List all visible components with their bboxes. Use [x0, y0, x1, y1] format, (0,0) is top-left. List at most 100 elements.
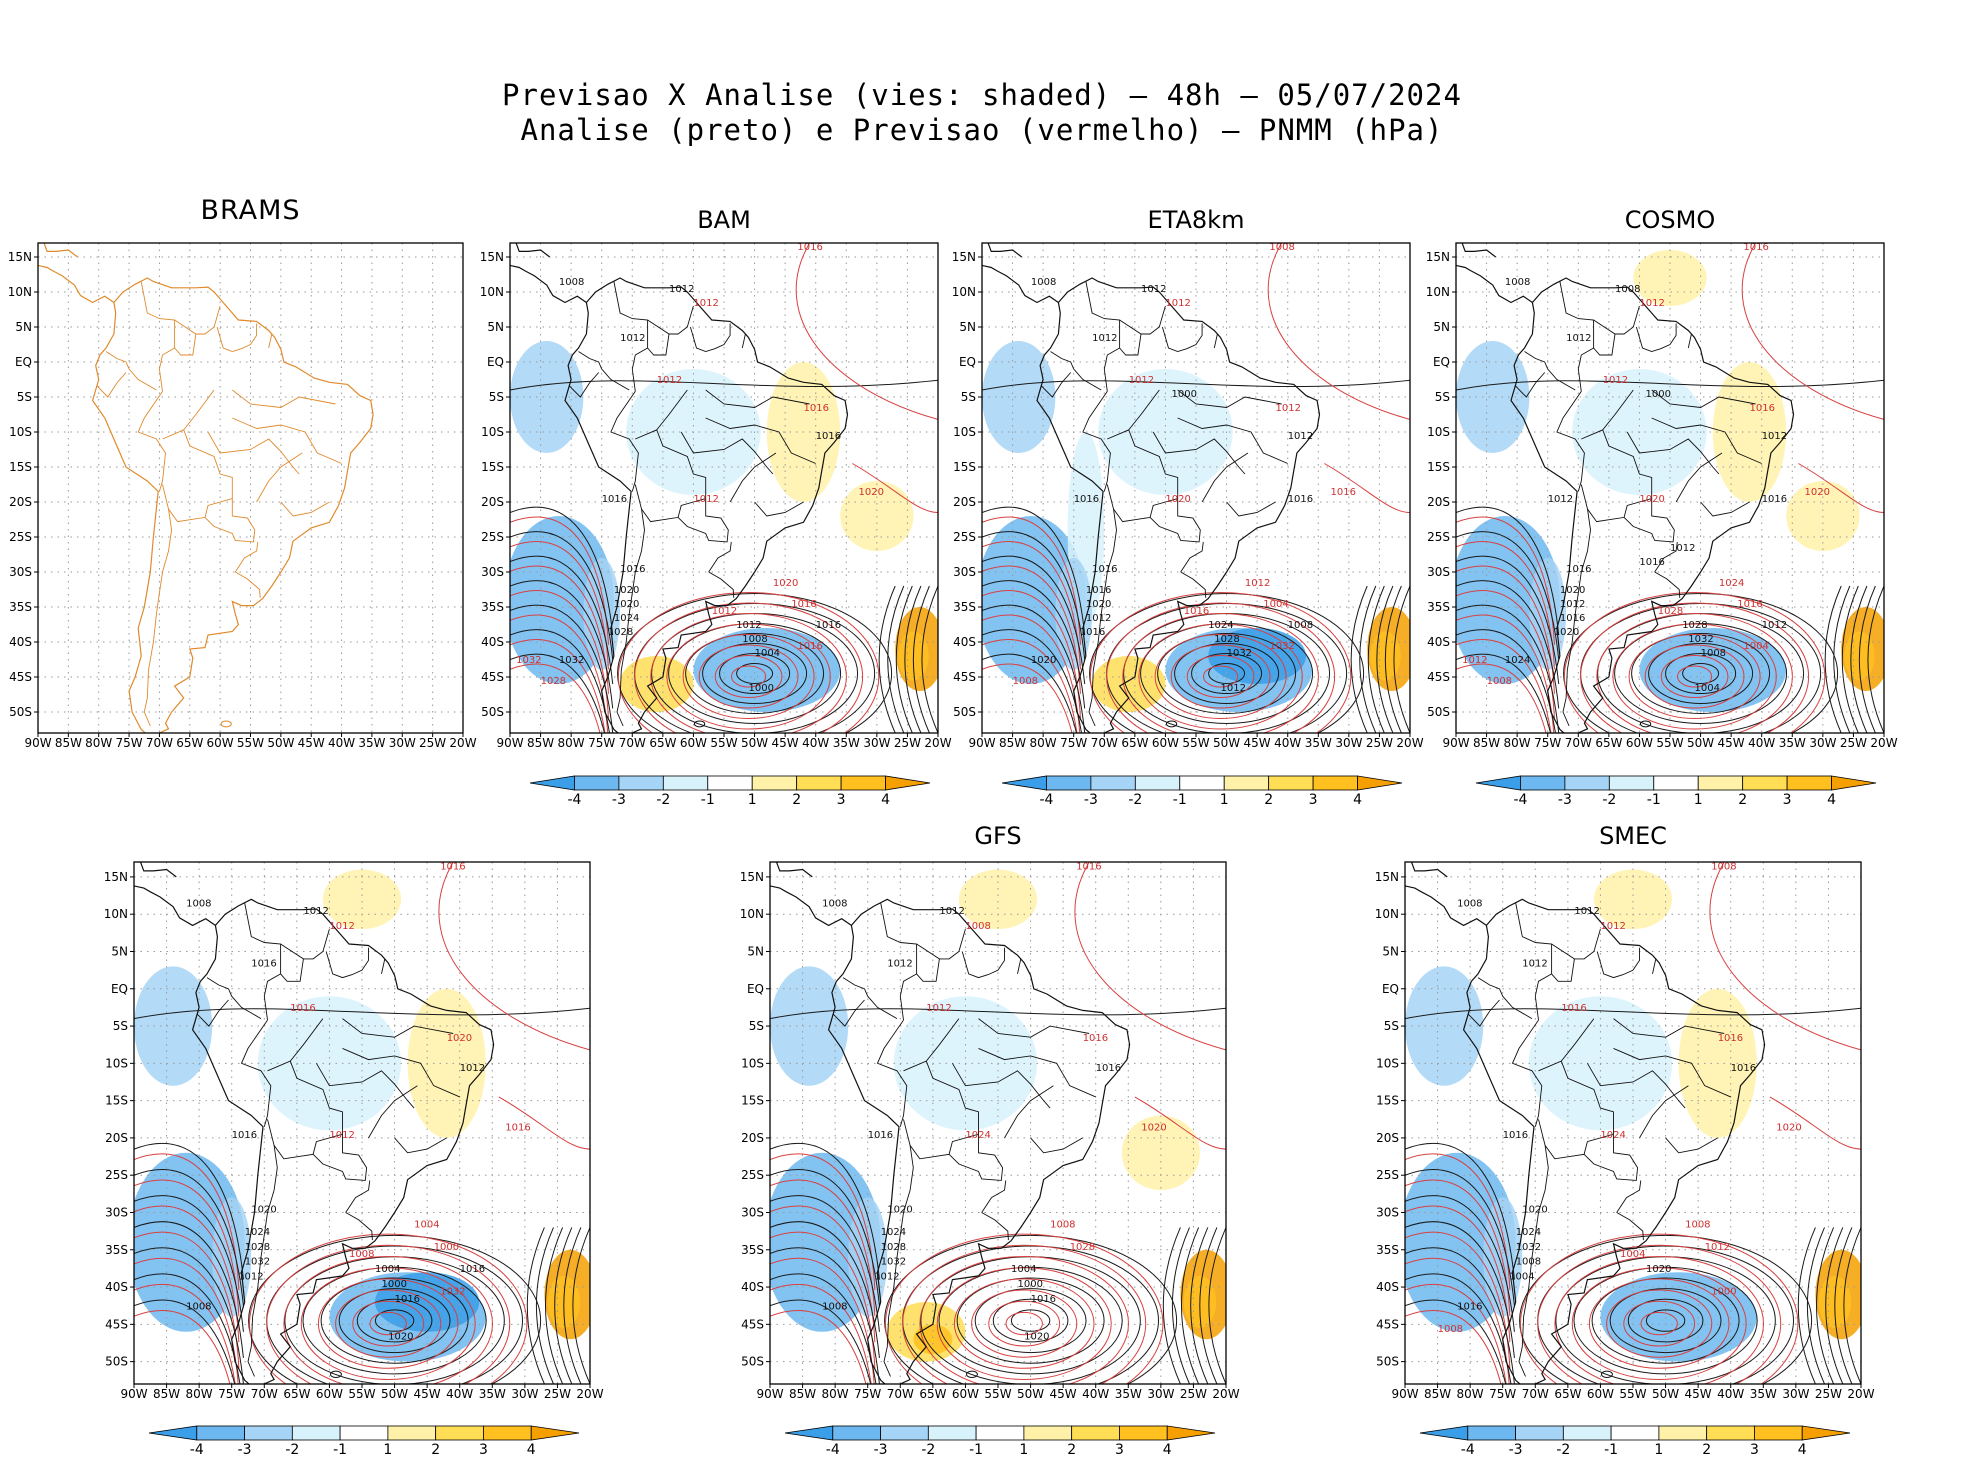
lon-tick-label: 45W — [772, 736, 799, 750]
colorbar-segment — [1179, 775, 1225, 791]
colorbar-segment — [975, 1425, 1025, 1441]
lon-tick-label: 70W — [1522, 1387, 1549, 1401]
lon-tick-label: 80W — [186, 1387, 213, 1401]
lon-tick-label: 20W — [1396, 736, 1423, 750]
isobar-label-analysis: 1016 — [816, 620, 841, 631]
colorbar-segment — [1475, 775, 1521, 791]
isobar-label-forecast: 1004 — [414, 1219, 439, 1230]
isobar-label-analysis: 1020 — [1646, 1264, 1671, 1275]
isobar-label-analysis: 1008 — [1615, 284, 1640, 295]
lon-tick-label: 30W — [1147, 1387, 1174, 1401]
panel-title: BRAMS — [200, 195, 301, 226]
colorbar-label: 2 — [1702, 1442, 1711, 1458]
colorbar-segment — [832, 1425, 881, 1441]
lon-tick-label: 20W — [924, 736, 951, 750]
lon-tick-label: 35W — [1779, 736, 1806, 750]
lat-tick-label: 10S — [953, 425, 976, 439]
isobar-label-forecast: 1012 — [329, 921, 354, 932]
isobar-label-analysis: 1016 — [1731, 1063, 1756, 1074]
bias-shading — [620, 656, 694, 712]
lon-tick-label: 40W — [1082, 1387, 1109, 1401]
isobar-label-forecast: 1012 — [1245, 578, 1270, 589]
lon-tick-label: 75W — [1489, 1387, 1516, 1401]
colorbar-segment — [618, 775, 664, 791]
isobar-label-analysis: 1028 — [881, 1242, 906, 1253]
lat-tick-label: 10N — [104, 907, 128, 921]
lon-tick-label: 40W — [1717, 1387, 1744, 1401]
colorbar-segment — [1023, 1425, 1073, 1441]
lat-tick-label: 20S — [1376, 1131, 1399, 1145]
isobar-label-analysis: 1016 — [1560, 613, 1585, 624]
lon-tick-label: 55W — [710, 736, 737, 750]
colorbar-label: -1 — [1173, 792, 1187, 808]
isobar-label-analysis: 1016 — [232, 1130, 257, 1141]
lon-tick-label: 80W — [1457, 1387, 1484, 1401]
lat-tick-label: 10N — [740, 907, 764, 921]
lon-tick-label: 25W — [1840, 736, 1867, 750]
lon-tick-label: 45W — [1685, 1387, 1712, 1401]
colorbar-label: 3 — [1309, 792, 1318, 808]
colorbar: -4 -3 -2 -1 1 2 3 4 — [529, 775, 931, 808]
colorbar-segment — [1223, 775, 1270, 791]
lat-tick-label: 30S — [1376, 1206, 1399, 1220]
isobar-label-analysis: 1008 — [186, 1301, 211, 1312]
panel-eta8km: 1008 1012 1012 1012 1016 1016 1016 1020 1012 1016… — [952, 206, 1424, 808]
lon-tick-label: 25W — [544, 1387, 571, 1401]
map-brams: 90W 85W 80W 75W 70W 65W 60W 55W 50W 45W 40W 35W 30W 2… — [8, 242, 477, 750]
lon-tick-label: 60W — [952, 1387, 979, 1401]
colorbar-segment — [1357, 775, 1403, 791]
isobar-label-analysis: 1012 — [1548, 494, 1573, 505]
panel-bottom-left: 1008 1012 1016 1012 1016 1020 1024 1028 1032 1012… — [104, 861, 604, 1458]
colorbar-label: -1 — [1604, 1442, 1618, 1458]
south-america-coastline — [564, 277, 849, 733]
lat-tick-label: 40S — [105, 1280, 128, 1294]
map-bam: 1008101210121016101610161020102010241028… — [480, 242, 952, 750]
colorbar-segment — [1697, 775, 1744, 791]
isobar-label-analysis: 1020 — [1086, 599, 1111, 610]
lat-tick-label: 5N — [1433, 320, 1450, 334]
lon-tick-label: 85W — [1473, 736, 1500, 750]
colorbar-segment — [707, 775, 753, 791]
lon-tick-label: 45W — [1718, 736, 1745, 750]
lon-tick-label: 30W — [511, 1387, 538, 1401]
colorbar-label: -4 — [826, 1442, 840, 1458]
isobar-label-forecast: 1004 — [1263, 599, 1288, 610]
colorbar-label: 2 — [792, 792, 801, 808]
colorbar-segment — [1134, 775, 1181, 791]
isobar-label-forecast: 1016 — [804, 403, 829, 414]
lon-tick-label: 85W — [1424, 1387, 1451, 1401]
isobar-label-analysis: 1016 — [1096, 1063, 1121, 1074]
isobar-label-analysis: 1000 — [1646, 389, 1671, 400]
isobar-label-forecast: 1020 — [1805, 487, 1830, 498]
isobar-label-analysis: 1008 — [186, 899, 211, 910]
lat-tick-label: 30S — [1427, 565, 1450, 579]
isobar-label-analysis: 1000 — [382, 1279, 407, 1290]
isobar-label-forecast: 1012 — [926, 1003, 951, 1014]
figure-title-line1: Previsao X Analise (vies: shaded) – 48h … — [502, 78, 1462, 112]
colorbar-segment — [784, 1425, 834, 1441]
isobar-label-forecast: 1008 — [1269, 242, 1294, 253]
colorbar-label: 1 — [383, 1442, 392, 1458]
isobar-label-analysis: 1024 — [614, 613, 639, 624]
colorbar-label: 4 — [881, 792, 890, 808]
isobar-label-analysis: 1020 — [1031, 655, 1056, 666]
isobar-label-forecast: 1016 — [1076, 862, 1101, 873]
lat-tick-label: 25S — [9, 530, 32, 544]
colorbar-segment — [1653, 775, 1699, 791]
colorbar-label: 1 — [748, 792, 757, 808]
isobar-label-forecast: 1012 — [657, 375, 682, 386]
isobar-label-analysis: 1004 — [1695, 683, 1720, 694]
isobar-label-forecast: 1028 — [1070, 1242, 1095, 1253]
colorbar-segment — [1071, 1425, 1120, 1441]
isobar-label-forecast: 1008 — [1050, 1219, 1075, 1230]
lon-tick-label: 55W — [984, 1387, 1011, 1401]
south-america-coastline — [1510, 277, 1795, 733]
isobar-label-analysis: 1032 — [881, 1257, 906, 1268]
isobar-label-analysis: 1004 — [375, 1264, 400, 1275]
isobar-label-analysis: 1020 — [614, 599, 639, 610]
lon-tick-label: 60W — [1626, 736, 1653, 750]
isobar-label-forecast: 1016 — [1718, 1033, 1743, 1044]
isobar-label-forecast: 1012 — [1165, 298, 1190, 309]
colorbar-label: 4 — [1827, 792, 1836, 808]
isobar-label-analysis: 1012 — [1762, 431, 1787, 442]
